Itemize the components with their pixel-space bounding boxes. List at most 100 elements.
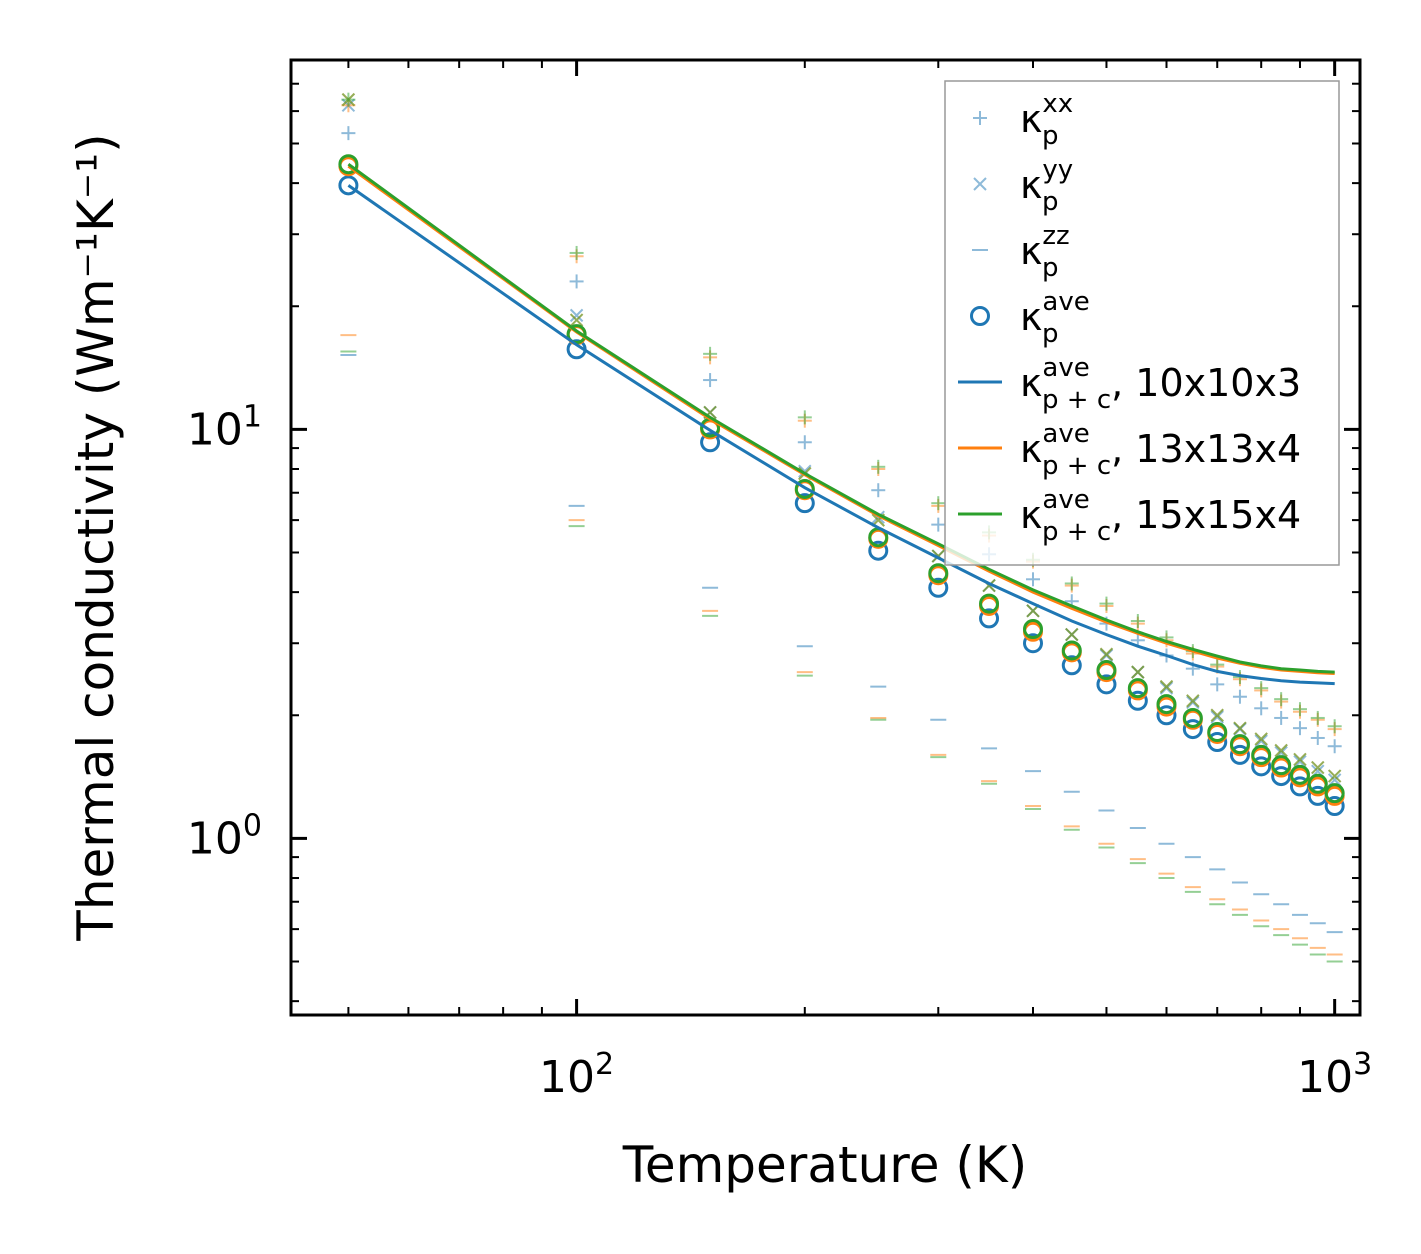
kappa-ave-point <box>700 432 721 453</box>
kappa-xx-point <box>797 410 812 425</box>
kappa-ave-point <box>1251 744 1272 765</box>
kappa-ave-point <box>566 324 587 345</box>
kappa-ave-point <box>338 175 359 196</box>
kappa-yy-point-b <box>1131 665 1145 679</box>
kappa-ave-point <box>1061 655 1082 676</box>
kappa-xx-point <box>1210 657 1225 672</box>
kappa-ave-point <box>1156 694 1177 715</box>
kappa-xx-point <box>871 483 886 498</box>
kappa-xx-point <box>1254 701 1269 716</box>
kappa-xx-point <box>569 274 584 289</box>
kappa-ave-point <box>979 608 1000 629</box>
legend-label: κzz p <box>1020 221 1070 283</box>
kappa-ave-point <box>1156 705 1177 726</box>
kappa-xx-point <box>341 126 356 141</box>
x-tick-label: 103 <box>1297 1047 1372 1103</box>
kappa-ave-point <box>1182 707 1203 728</box>
legend-marker-b <box>973 177 987 191</box>
y-axis-label: Thermal conductivity (Wm⁻¹K⁻¹) <box>67 133 125 941</box>
kappa-yy-point-b <box>1311 760 1325 775</box>
kappa-ave-point <box>868 540 889 561</box>
kappa-xx-point <box>1292 721 1307 736</box>
kappa-yy-point-b <box>982 578 996 593</box>
kappa-yy-point-b <box>1327 769 1342 783</box>
kappa-xx-point <box>1327 719 1342 734</box>
kappa-yy-point <box>1159 679 1174 694</box>
legend-marker <box>973 111 987 125</box>
kappa-xx-point <box>1064 576 1079 591</box>
kappa-ave-point <box>1061 640 1082 661</box>
kappa-yy-point <box>1099 647 1114 661</box>
kappa-yy-point-b <box>1186 695 1200 710</box>
kappa-xx-point <box>871 459 886 474</box>
kappa-xx-point <box>1254 681 1269 696</box>
kappa-ave-point <box>1127 690 1148 711</box>
kappa-yy-point <box>1327 769 1342 783</box>
kappa-xx-point <box>1099 596 1114 611</box>
legend-entry: κave p + c, 10x10x3 <box>958 353 1301 415</box>
kappa-xx-point <box>1274 692 1289 707</box>
legend-marker <box>970 306 990 326</box>
legend-label: κave p + c, 10x10x3 <box>1020 353 1301 415</box>
kappa-pc-line-15x15x4 <box>347 162 1335 674</box>
legend-entry: κzz p <box>972 221 1070 283</box>
kappa-yy-point <box>1210 710 1224 724</box>
series-15x15x4-ave <box>338 154 1345 804</box>
kappa-yy-point-b <box>569 313 584 327</box>
kappa-xx-point <box>1210 677 1225 692</box>
kappa-xx-point <box>1274 710 1289 725</box>
kappa-pc-line-10x10x3 <box>347 184 1335 686</box>
kappa-yy-point-b <box>1159 679 1174 694</box>
kappa-xx-point <box>931 517 946 532</box>
legend-label: κave p + c, 13x13x4 <box>1020 419 1301 481</box>
legend-label: κave p <box>1020 287 1090 349</box>
kappa-yy-point <box>341 92 356 107</box>
kappa-ave-point <box>1289 764 1310 785</box>
kappa-yy-point <box>1186 695 1200 710</box>
kappa-xx-point <box>1310 730 1325 745</box>
kappa-yy-point-b <box>1210 710 1224 724</box>
legend-entry: κave p <box>970 287 1090 349</box>
kappa-ave-point <box>338 154 359 175</box>
kappa-yy-point-b <box>1293 752 1307 767</box>
kappa-ave-point <box>1096 674 1117 695</box>
series-10x10x3-ave <box>338 175 1345 817</box>
legend-entry: κyy p <box>973 155 1073 217</box>
kappa-ave-point <box>1307 773 1328 794</box>
kappa-yy-point-b <box>1233 721 1247 735</box>
kappa-yy-point-b <box>1254 734 1268 748</box>
kappa-yy-point <box>1210 708 1224 722</box>
kappa-yy-point <box>1274 743 1288 758</box>
kappa-xx-point <box>1232 689 1247 704</box>
kappa-yy-point <box>1186 694 1200 708</box>
kappa-ave-point <box>928 563 949 584</box>
kappa-yy-point-b <box>931 549 945 563</box>
kappa-ave-point <box>794 478 815 499</box>
kappa-yy-point <box>1159 681 1174 695</box>
kappa-ave-point <box>1251 756 1272 777</box>
legend-entry: κave p + c, 13x13x4 <box>958 419 1301 481</box>
kappa-yy-point-b <box>798 464 812 478</box>
kappa-yy-point <box>1327 773 1342 787</box>
kappa-ave-point <box>1096 660 1117 681</box>
kappa-yy-point <box>1131 665 1145 679</box>
y-tick-label: 101 <box>187 399 262 455</box>
kappa-ave-point <box>1271 766 1292 787</box>
kappa-yy-point <box>1065 627 1079 642</box>
legend-label: κxx p <box>1020 89 1073 151</box>
kappa-yy-point-b <box>1327 773 1342 787</box>
legend-label: κave p + c, 15x15x4 <box>1020 485 1301 547</box>
kappa-yy-point-b <box>569 308 584 323</box>
kappa-ave-point <box>979 593 1000 614</box>
kappa-yy-point <box>1233 721 1247 735</box>
kappa-xx-point <box>703 346 718 361</box>
legend-entry: κxx p <box>973 89 1073 151</box>
kappa-yy-point <box>1254 732 1268 746</box>
kappa-yy-point <box>569 308 584 323</box>
kappa-yy-point-b <box>1274 743 1288 758</box>
data-layer <box>338 92 1345 963</box>
kappa-xx-point <box>1310 710 1325 725</box>
legend-box <box>944 80 1340 566</box>
